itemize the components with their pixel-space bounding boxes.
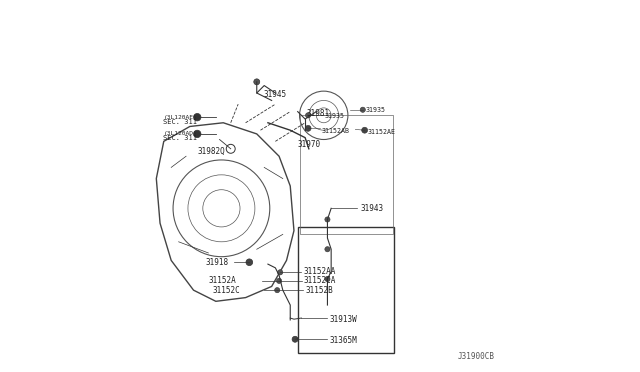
Text: 31152C: 31152C xyxy=(212,286,240,295)
Circle shape xyxy=(362,127,367,133)
Text: 31982Q: 31982Q xyxy=(197,147,225,156)
Text: 31981: 31981 xyxy=(307,109,330,118)
Text: 31945: 31945 xyxy=(264,90,287,99)
Text: 31152AB: 31152AB xyxy=(322,128,350,134)
Text: 31152CA: 31152CA xyxy=(303,276,335,285)
Text: 31152A: 31152A xyxy=(209,276,236,285)
Bar xyxy=(300,115,392,234)
Circle shape xyxy=(325,276,330,282)
Circle shape xyxy=(292,336,298,342)
Text: 31918: 31918 xyxy=(205,258,229,267)
Circle shape xyxy=(278,270,283,275)
Text: 31935: 31935 xyxy=(324,113,344,119)
Text: 31152AA: 31152AA xyxy=(303,267,335,276)
Text: 31913W: 31913W xyxy=(330,315,357,324)
Circle shape xyxy=(305,113,310,118)
Text: SEC. 311: SEC. 311 xyxy=(163,119,197,125)
Circle shape xyxy=(275,288,280,293)
Bar xyxy=(298,227,394,353)
Text: J31900CB: J31900CB xyxy=(458,352,495,361)
Circle shape xyxy=(193,113,201,121)
Text: 31365M: 31365M xyxy=(330,336,357,345)
Text: 31152B: 31152B xyxy=(305,286,333,295)
Text: 31943: 31943 xyxy=(361,204,384,213)
Text: SEC. 311: SEC. 311 xyxy=(163,135,197,141)
Circle shape xyxy=(193,130,201,138)
Text: 31970: 31970 xyxy=(298,140,321,149)
Circle shape xyxy=(276,278,282,283)
Circle shape xyxy=(254,79,260,85)
Text: (3L120AD): (3L120AD) xyxy=(163,131,197,137)
Text: (3L120AE): (3L120AE) xyxy=(163,115,197,120)
Circle shape xyxy=(246,259,253,266)
Text: 31935: 31935 xyxy=(365,108,386,113)
Circle shape xyxy=(325,247,330,252)
Circle shape xyxy=(325,217,330,222)
Circle shape xyxy=(360,107,365,112)
Text: 31152AE: 31152AE xyxy=(367,129,396,135)
Circle shape xyxy=(305,125,311,131)
